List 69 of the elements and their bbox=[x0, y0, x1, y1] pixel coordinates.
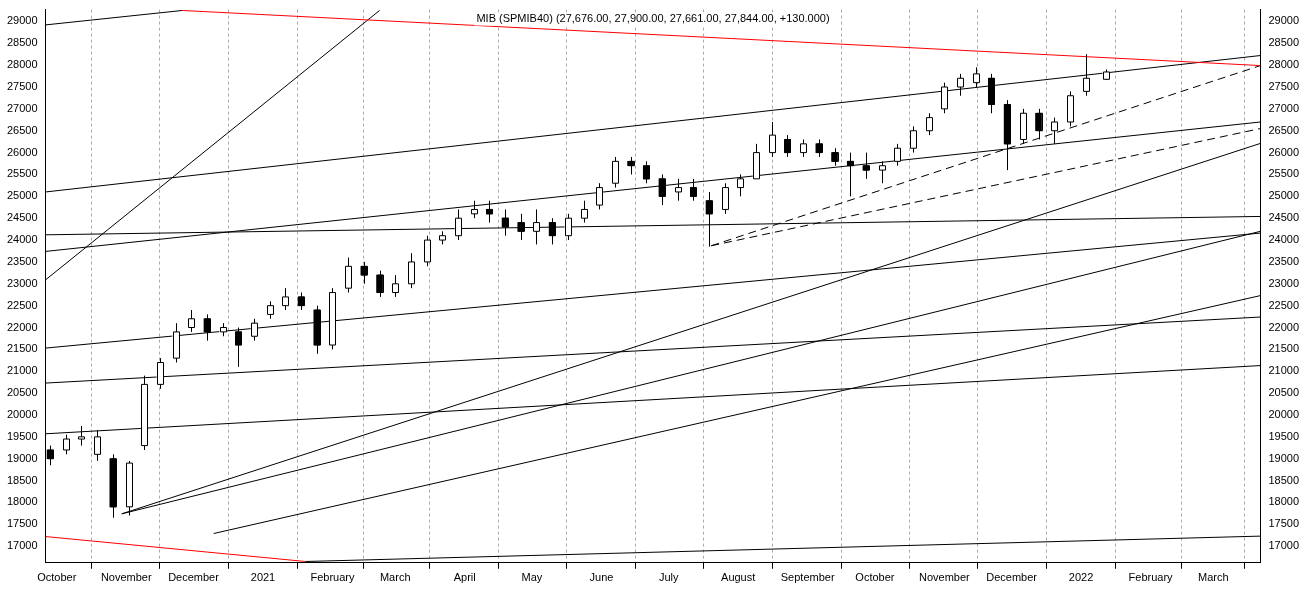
y2-tick-label: 26000 bbox=[1268, 145, 1300, 158]
y2-tick-label: 20500 bbox=[1268, 386, 1300, 399]
y-tick-label: 23500 bbox=[6, 254, 38, 267]
x-tick-label: October bbox=[855, 571, 895, 584]
x-tick-label: February bbox=[310, 571, 355, 584]
y-tick-label: 21500 bbox=[6, 342, 38, 355]
x-tick-label: October bbox=[37, 571, 77, 584]
y-tick-label: 25500 bbox=[6, 167, 38, 180]
y2-tick-label: 27500 bbox=[1268, 80, 1300, 93]
y-tick-label: 20000 bbox=[6, 408, 38, 421]
y2-tick-label: 20000 bbox=[1268, 408, 1300, 421]
y-tick-label: 23000 bbox=[6, 276, 38, 289]
y-tick-label: 19000 bbox=[6, 451, 38, 464]
x-tick-label: February bbox=[1128, 571, 1174, 584]
y-tick-label: 20500 bbox=[6, 386, 38, 399]
y-tick-label: 28000 bbox=[6, 58, 38, 71]
x-tick-label: November bbox=[100, 571, 152, 584]
y-tick-label: 26000 bbox=[6, 145, 38, 158]
y2-tick-label: 23000 bbox=[1268, 276, 1300, 289]
y-tick-label: 24500 bbox=[6, 211, 38, 224]
x-tick-label: July bbox=[658, 571, 679, 584]
x-tick-label: September bbox=[780, 571, 835, 584]
y-tick-label: 22500 bbox=[6, 298, 38, 311]
y2-tick-label: 21500 bbox=[1268, 342, 1300, 355]
y-tick-label: 18000 bbox=[6, 495, 38, 508]
y-tick-label: 17000 bbox=[6, 539, 38, 552]
y-tick-label: 22000 bbox=[6, 320, 38, 333]
chart-title: MIB (SPMIB40) (27,676.00, 27,900.00, 27,661.00, 27,844.00, +130.000) bbox=[476, 12, 830, 25]
y2-tick-label: 18500 bbox=[1268, 473, 1300, 486]
y2-tick-label: 27000 bbox=[1268, 101, 1300, 114]
y2-tick-label: 19500 bbox=[1268, 429, 1300, 442]
y2-tick-label: 24000 bbox=[1268, 233, 1300, 246]
y2-tick-label: 22000 bbox=[1268, 320, 1300, 333]
y-tick-label: 21000 bbox=[6, 364, 38, 377]
y-tick-label: 25000 bbox=[6, 189, 38, 202]
x-tick-label: April bbox=[453, 571, 476, 584]
y2-tick-label: 21000 bbox=[1268, 364, 1300, 377]
y-tick-label: 24000 bbox=[6, 233, 38, 246]
y2-tick-label: 25500 bbox=[1268, 167, 1300, 180]
y-tick-label: 17500 bbox=[6, 517, 38, 530]
y2-tick-label: 17000 bbox=[1268, 539, 1300, 552]
x-tick-label: June bbox=[589, 571, 614, 584]
x-tick-label: 2021 bbox=[250, 571, 276, 584]
y2-tick-label: 23500 bbox=[1268, 254, 1300, 267]
y-tick-label: 26500 bbox=[6, 123, 38, 136]
x-tick-label: March bbox=[1198, 571, 1229, 584]
y2-tick-label: 24500 bbox=[1268, 211, 1300, 224]
y2-tick-label: 28000 bbox=[1268, 58, 1300, 71]
y2-tick-label: 26500 bbox=[1268, 123, 1300, 136]
y2-tick-label: 18000 bbox=[1268, 495, 1300, 508]
y2-tick-label: 22500 bbox=[1268, 298, 1300, 311]
y-tick-label: 29000 bbox=[6, 14, 38, 27]
y-tick-label: 18500 bbox=[6, 473, 38, 486]
y2-tick-label: 29000 bbox=[1268, 14, 1300, 27]
y-tick-label: 19500 bbox=[6, 429, 38, 442]
x-tick-label: May bbox=[521, 571, 543, 584]
y-tick-label: 28500 bbox=[6, 36, 38, 49]
x-tick-label: December bbox=[986, 571, 1038, 584]
y-tick-label: 27000 bbox=[6, 101, 38, 114]
x-tick-label: December bbox=[168, 571, 220, 584]
y2-tick-label: 25000 bbox=[1268, 189, 1300, 202]
x-tick-label: November bbox=[919, 571, 971, 584]
y2-tick-label: 17500 bbox=[1268, 517, 1300, 530]
y-tick-label: 27500 bbox=[6, 80, 38, 93]
y2-tick-label: 28500 bbox=[1268, 36, 1300, 49]
x-tick-label: 2022 bbox=[1068, 571, 1094, 584]
x-tick-label: August bbox=[721, 571, 756, 584]
y2-tick-label: 19000 bbox=[1268, 451, 1300, 464]
x-tick-label: March bbox=[379, 571, 411, 584]
